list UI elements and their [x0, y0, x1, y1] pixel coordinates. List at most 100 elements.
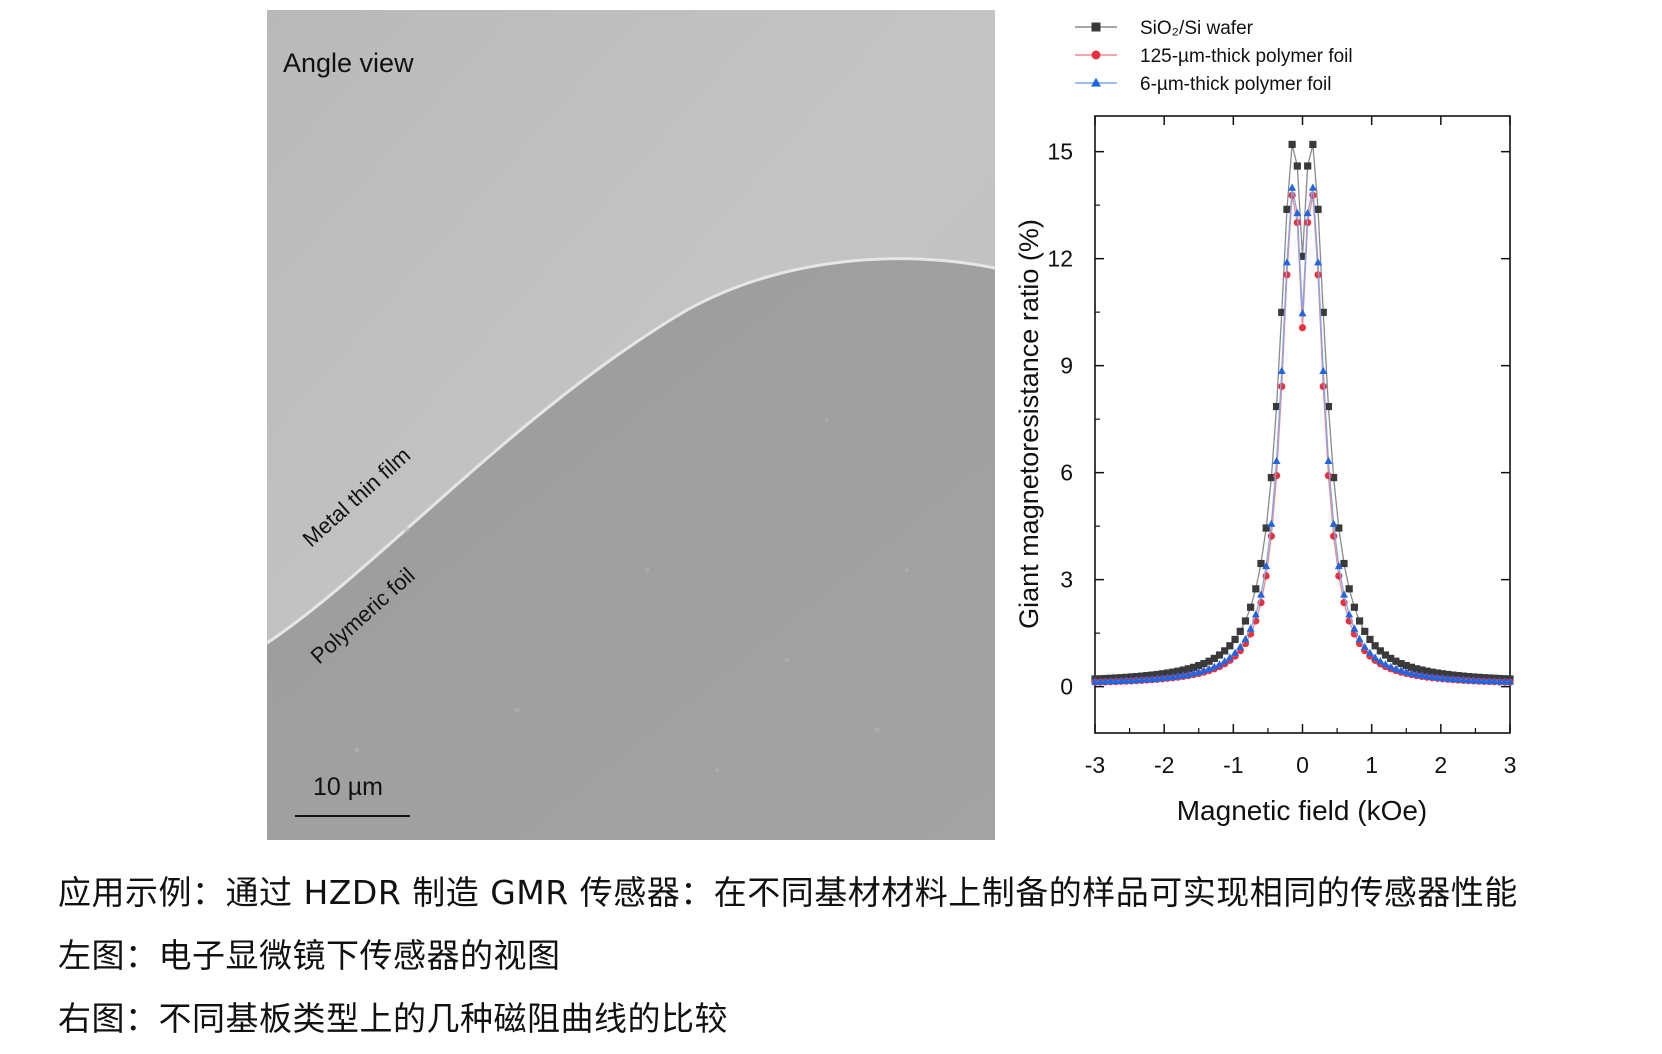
data-point: [1345, 610, 1354, 618]
data-point: [1236, 642, 1245, 650]
data-point: [1381, 651, 1390, 659]
data-point: [1355, 617, 1364, 625]
x-tick-label: -3: [1085, 752, 1105, 778]
series-line: [1094, 195, 1511, 683]
data-point: [1293, 162, 1301, 170]
data-point: [1308, 183, 1317, 191]
data-point: [1179, 666, 1187, 674]
data-point: [1469, 676, 1478, 684]
data-point: [1262, 561, 1271, 570]
data-point: [1236, 627, 1244, 635]
data-point: [1402, 661, 1410, 670]
data-point: [1225, 653, 1234, 661]
film-edge: [267, 257, 995, 645]
data-point: [1215, 660, 1224, 668]
data-point: [1454, 675, 1463, 683]
data-point: [1127, 676, 1136, 684]
data-point: [1189, 663, 1198, 671]
caption-line-2: 左图：电子显微镜下传感器的视图: [58, 936, 561, 975]
data-point: [1443, 674, 1452, 682]
data-point: [1116, 676, 1125, 684]
data-point: [1438, 670, 1447, 678]
data-point: [1340, 590, 1348, 598]
data-point: [1423, 671, 1431, 680]
data-point: [1303, 208, 1312, 217]
data-point: [1334, 561, 1343, 570]
data-point: [1272, 402, 1281, 411]
data-point: [1365, 648, 1374, 656]
y-tick-label: 0: [1060, 674, 1073, 700]
data-point: [1314, 205, 1322, 213]
data-point: [1137, 675, 1146, 683]
data-point: [1330, 532, 1338, 540]
x-tick-label: -1: [1223, 752, 1243, 778]
x-tick-label: 0: [1296, 752, 1309, 778]
data-point: [1215, 651, 1224, 659]
data-point: [1402, 667, 1411, 676]
data-point: [1101, 677, 1110, 685]
y-axis-label: Giant magnetoresistance ratio (%): [1014, 219, 1044, 629]
data-point: [1355, 634, 1364, 643]
data-point: [1314, 258, 1323, 266]
data-point: [1267, 474, 1275, 482]
x-tick-label: 1: [1365, 752, 1378, 778]
data-point: [1200, 659, 1208, 668]
data-point: [1205, 657, 1213, 665]
data-point: [1309, 140, 1317, 149]
data-point: [1257, 590, 1265, 598]
data-point: [1220, 657, 1229, 665]
scale-bar-label: 10 µm: [313, 773, 383, 801]
data-point: [1257, 559, 1265, 568]
data-point: [1495, 677, 1504, 685]
data-point: [1252, 585, 1260, 593]
data-point: [1397, 659, 1405, 668]
data-point: [1272, 456, 1281, 465]
data-point: [1293, 208, 1302, 217]
data-point: [1391, 664, 1400, 672]
sem-micrograph: Angle view Metal thin film Polymeric foi…: [267, 10, 995, 840]
y-tick-label: 9: [1060, 353, 1073, 379]
data-point: [1324, 456, 1333, 465]
data-point: [1241, 634, 1250, 643]
data-point: [1304, 162, 1312, 170]
data-point: [1418, 666, 1426, 674]
data-point: [1283, 205, 1291, 213]
data-point: [1277, 366, 1286, 374]
data-point: [1184, 665, 1192, 673]
data-point: [1142, 675, 1151, 683]
data-point: [1413, 665, 1421, 673]
data-point: [1392, 657, 1400, 665]
data-point: [1158, 670, 1167, 678]
data-point: [1247, 603, 1255, 611]
data-point: [1278, 382, 1286, 391]
data-point: [1376, 647, 1384, 655]
data-point: [1096, 677, 1105, 685]
data-point: [1417, 671, 1426, 679]
data-point: [1298, 309, 1307, 317]
data-point: [1195, 661, 1203, 670]
data-point: [1423, 667, 1431, 675]
y-tick-label: 6: [1060, 460, 1073, 486]
data-point: [1221, 647, 1229, 655]
data-point: [1164, 669, 1172, 677]
sem-texture: [354, 418, 909, 772]
series-2: [1091, 191, 1514, 686]
caption-line-3: 右图：不同基板类型上的几种磁阻曲线的比较: [58, 999, 728, 1038]
data-point: [1366, 635, 1374, 644]
y-tick-label: 3: [1060, 567, 1073, 593]
data-point: [1371, 653, 1380, 661]
data-point: [1500, 677, 1509, 685]
data-point: [1122, 676, 1131, 684]
data-point: [1407, 663, 1416, 671]
data-point: [1298, 324, 1307, 332]
data-point: [1272, 472, 1281, 480]
data-point: [1267, 532, 1275, 540]
x-tick-label: 2: [1434, 752, 1447, 778]
sem-title: Angle view: [283, 48, 414, 78]
data-point: [1288, 140, 1296, 149]
legend-marker: [1091, 50, 1101, 60]
series-line: [1094, 144, 1511, 680]
data-point: [1340, 559, 1348, 568]
